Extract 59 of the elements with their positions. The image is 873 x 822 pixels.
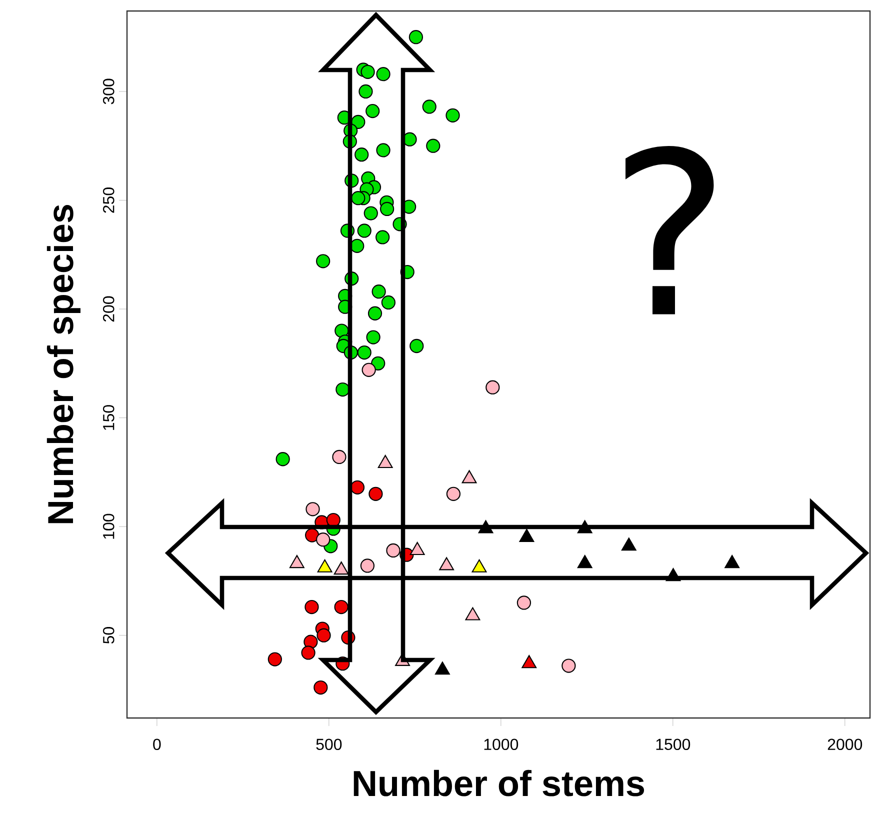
point [486,380,500,394]
point [410,338,424,354]
point [304,600,319,614]
point [357,224,372,238]
point [336,382,350,397]
point [366,104,380,118]
point [314,680,328,695]
annotation: ? [626,146,714,314]
point [376,230,390,244]
point [371,356,386,370]
x-tick-label: 1000 [484,738,518,750]
point [386,543,400,558]
point [516,596,532,610]
point [446,486,461,501]
point [316,532,330,547]
point [562,658,576,673]
point [276,452,290,466]
y-tick-label: 100 [102,514,114,539]
point [268,652,282,666]
point [381,295,396,310]
x-tick-label: 1500 [656,738,690,750]
point [360,64,375,79]
point [446,108,460,122]
point [305,528,320,542]
point [358,84,373,99]
point [376,67,390,82]
point [316,254,330,268]
x-tick-label: 2000 [828,738,862,750]
y-tick-label: 300 [102,78,114,104]
point [357,345,372,360]
point [350,480,365,494]
point [350,238,364,254]
point [334,600,348,614]
point [380,202,394,216]
point [368,486,383,501]
point [362,362,376,377]
point [368,306,382,320]
point [372,284,386,299]
point [316,628,331,642]
point [360,558,375,573]
point [354,148,369,162]
point [426,138,440,153]
x-tick-label: 0 [153,738,161,750]
point [301,646,316,660]
point [376,143,390,158]
point [332,450,346,464]
point [364,206,378,220]
y-tick-label: 250 [102,188,114,213]
point [306,502,320,516]
y-tick-label: 50 [102,627,114,644]
x-axis-title: Number of stems [354,770,644,796]
point [422,100,436,114]
y-tick-label: 200 [102,296,114,322]
y-axis-title: Number of species [46,204,80,524]
point [366,330,380,344]
point [351,191,366,206]
point [408,30,424,44]
y-tick-label: 150 [102,405,114,430]
x-tick-label: 500 [316,738,342,750]
